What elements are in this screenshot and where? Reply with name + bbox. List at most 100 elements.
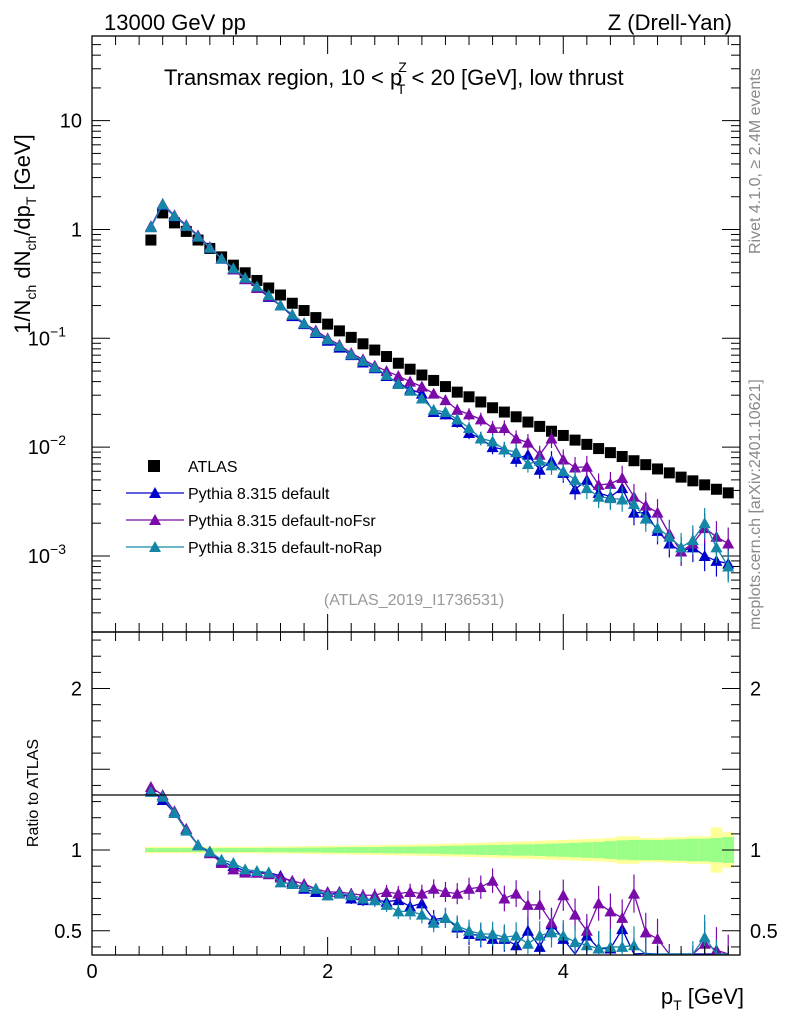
band-inner-bin [392, 846, 405, 854]
ratio-point-noRap [333, 887, 346, 899]
ratio-y-tick-label-right: 1 [750, 840, 761, 862]
ratio-point-noFsr [510, 887, 523, 899]
atlas-point [168, 217, 180, 229]
atlas-point [275, 289, 287, 301]
atlas-point [569, 434, 581, 446]
point-noFsr [521, 436, 534, 448]
band-inner-bin [545, 843, 558, 857]
ratio-point-noRap [392, 905, 405, 917]
point-noFsr [545, 432, 558, 444]
ratio-point-noFsr [592, 897, 605, 909]
band-inner-bin [345, 847, 358, 853]
point-noRap [627, 498, 640, 510]
band-inner-bin [145, 848, 157, 852]
ratio-y-tick-label: 1 [71, 840, 82, 862]
legend-marker-atlas [148, 460, 160, 472]
legend-marker-noFsr [149, 514, 161, 525]
atlas-point [699, 479, 711, 491]
point-noFsr [486, 421, 499, 433]
ratio-point-noRap [239, 863, 252, 875]
ratio-point-noRap [380, 898, 393, 910]
y-tick-label: 10−2 [28, 432, 66, 459]
point-noRap [498, 443, 511, 455]
point-noRap [298, 317, 311, 329]
x-tick-label: 4 [558, 961, 569, 983]
ratio-point-noFsr [498, 892, 511, 904]
atlas-point [652, 463, 664, 475]
atlas-point [687, 475, 699, 487]
point-noRap [580, 482, 593, 494]
ratio-point-noRap [368, 894, 381, 906]
ratio-point-noRap [698, 931, 711, 943]
ratio-point-noRap [321, 889, 334, 901]
atlas-point [663, 467, 675, 479]
ratio-point-noRap [439, 911, 452, 923]
point-noFsr [474, 413, 487, 425]
point-noFsr [604, 477, 617, 489]
ratio-point-noRap [569, 936, 582, 948]
point-noRap [675, 541, 688, 553]
ratio-point-noRap [404, 905, 417, 917]
point-noRap [356, 354, 369, 366]
point-noRap [651, 522, 664, 534]
legend-marker-default [149, 487, 161, 498]
plot-title-main: Transmax region, 10 < p [164, 65, 402, 90]
point-noRap [451, 413, 464, 425]
atlas-point [369, 344, 381, 356]
band-inner-bin [592, 841, 605, 859]
point-noFsr [415, 380, 428, 392]
band-inner-bin [156, 848, 169, 852]
ratio-point-noRap [627, 939, 640, 951]
point-noFsr [722, 537, 735, 549]
point-noRap [722, 560, 735, 572]
band-inner-bin [675, 839, 687, 861]
ratio-point-noFsr [521, 898, 534, 910]
band-inner-bin [309, 847, 322, 853]
ratio-point-noRap [557, 929, 570, 941]
point-noFsr [651, 506, 664, 518]
atlas-point [522, 416, 534, 428]
analysis-id: (ATLAS_2019_I1736531) [324, 592, 504, 609]
ratio-point-noFsr [380, 886, 393, 898]
band-inner-bin [498, 844, 511, 856]
atlas-point [510, 411, 522, 423]
ratio-point-noRap [427, 916, 440, 928]
ratio-point-noRap [215, 853, 228, 865]
ratio-point-noRap [616, 940, 629, 952]
atlas-point [145, 234, 157, 246]
band-inner-bin [380, 846, 393, 854]
ratio-point-noRap [345, 889, 358, 901]
ratio-point-noRap [227, 856, 240, 868]
point-noFsr [404, 375, 417, 387]
point-noRap [521, 457, 534, 469]
ratio-point-noFsr [604, 905, 617, 917]
band-inner-bin [227, 848, 240, 852]
point-noFsr [439, 394, 452, 406]
point-noRap [698, 517, 711, 529]
plot-title: Transmax region, 10 < pZ T < 20 [GeV], lo… [164, 59, 624, 97]
atlas-point [616, 451, 628, 463]
ratio-point-noRap [474, 928, 487, 940]
atlas-point [593, 443, 605, 455]
atlas-point [722, 487, 734, 499]
point-noRap [439, 406, 452, 418]
band-inner-bin [333, 847, 346, 853]
atlas-point [298, 305, 310, 317]
atlas-point [487, 402, 499, 414]
ratio-point-noRap [510, 929, 523, 941]
point-noRap [415, 392, 428, 404]
ratio-point-noRap [192, 839, 205, 851]
ratio-y-tick-label: 2 [71, 679, 82, 701]
point-noRap [180, 219, 193, 231]
ratio-point-noFsr [616, 911, 629, 923]
point-noRap [274, 299, 287, 311]
point-noRap [557, 465, 570, 477]
y-tick-label: 1 [71, 219, 82, 241]
atlas-point [263, 282, 275, 294]
atlas-point [180, 225, 192, 237]
point-noRap [262, 289, 275, 301]
main-data-layer [144, 197, 735, 583]
band-inner-bin [580, 842, 593, 858]
